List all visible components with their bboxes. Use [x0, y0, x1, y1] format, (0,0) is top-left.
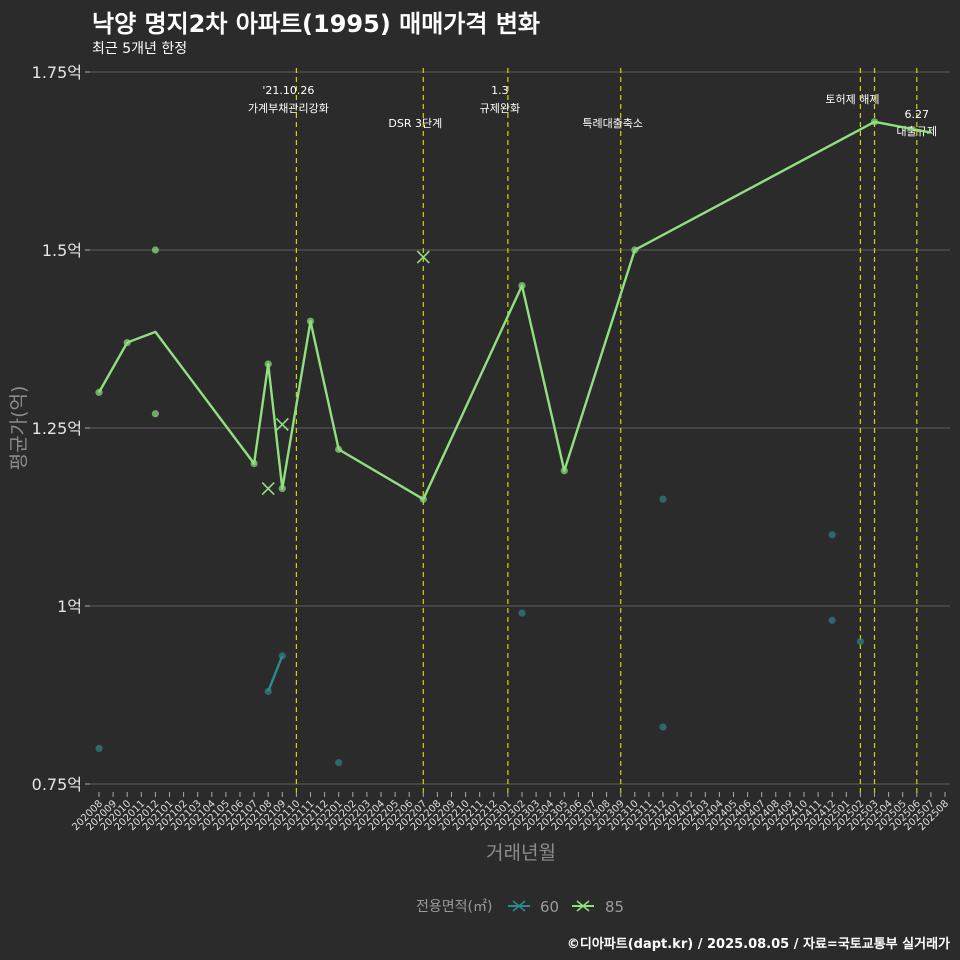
- y-tick-label-0: 0.75억: [32, 775, 82, 794]
- legend-marker-60: [512, 900, 526, 912]
- point-60-202108-1: [264, 687, 272, 696]
- series-line-60: [267, 655, 284, 692]
- event-date-202110: '21.10.26: [262, 84, 314, 97]
- event-label-202110: 가계부채관리강화: [248, 102, 329, 115]
- chart-subtitle: 최근 5개년 한정: [92, 41, 188, 57]
- grid-lines: [90, 71, 950, 785]
- event-date-202301: 1.3: [491, 84, 509, 97]
- point-85-202107-4: [250, 460, 258, 468]
- series-line-85: [97, 120, 932, 501]
- point-60-202502-9: [856, 638, 865, 646]
- y-tick-label-1: 1억: [57, 597, 82, 616]
- chart-title: 낙양 명지2차 아파트(1995) 매매가격 변화: [92, 10, 540, 38]
- point-60-202312-6: [659, 723, 667, 731]
- event-label-202309: 특례대출축소: [582, 117, 643, 130]
- x-axis-title: 거래년월: [486, 842, 556, 864]
- y-tick-label-4: 1.75억: [32, 63, 82, 82]
- point-85-202201-8: [335, 445, 343, 453]
- point-85-202012-2: [151, 246, 159, 254]
- legend-label-85: 85: [605, 898, 624, 916]
- data-series: [95, 118, 932, 767]
- point-60-202201-3: [335, 759, 343, 767]
- point-60-202412-8: [828, 616, 836, 624]
- cross-85-202109-1: [275, 417, 289, 432]
- point-60-202109-2: [278, 652, 286, 660]
- point-60-202412-7: [828, 531, 836, 539]
- point-85-202012-3: [151, 410, 159, 418]
- point-85-202010-1: [123, 338, 131, 347]
- legend-label-60: 60: [540, 898, 559, 916]
- point-85-202503-13: [870, 118, 879, 126]
- point-85-202108-5: [264, 360, 272, 368]
- point-85-202111-7: [306, 317, 315, 325]
- event-label-202502: 토허제 해제: [825, 92, 879, 106]
- point-85-202302-10: [518, 282, 526, 290]
- point-85-202207-9: [419, 495, 427, 503]
- y-axis-title: 평균가(억): [8, 386, 30, 471]
- x-axis: 2020082020092020102020112020122021012021…: [70, 792, 951, 833]
- legend: 전용면적(㎡) 60 85: [416, 898, 624, 916]
- cross-85-202108-0: [261, 481, 275, 496]
- point-85-202310-12: [631, 246, 639, 254]
- event-date-202506: 6.27: [905, 108, 930, 121]
- y-tick-label-3: 1.5억: [42, 241, 82, 260]
- point-60-202302-4: [518, 609, 526, 617]
- source-caption: ©디아파트(dapt.kr) / 2025.08.05 / 자료=국토교통부 실…: [566, 937, 950, 952]
- point-85-202305-11: [560, 467, 568, 475]
- cross-85-202207-2: [416, 250, 430, 264]
- point-85-202008-0: [95, 388, 103, 396]
- y-axis: 0.75억 1억 1.25억 1.5억 1.75억: [32, 63, 90, 794]
- point-60-202312-5: [659, 495, 667, 503]
- event-label-202301: 규제완화: [480, 102, 520, 115]
- event-label-202207: DSR 3단계: [388, 117, 442, 130]
- point-60-202008-0: [95, 744, 103, 753]
- legend-marker-85: [576, 900, 590, 912]
- legend-title: 전용면적(㎡): [416, 899, 492, 915]
- y-tick-label-2: 1.25억: [32, 419, 82, 438]
- point-85-202109-6: [278, 484, 286, 493]
